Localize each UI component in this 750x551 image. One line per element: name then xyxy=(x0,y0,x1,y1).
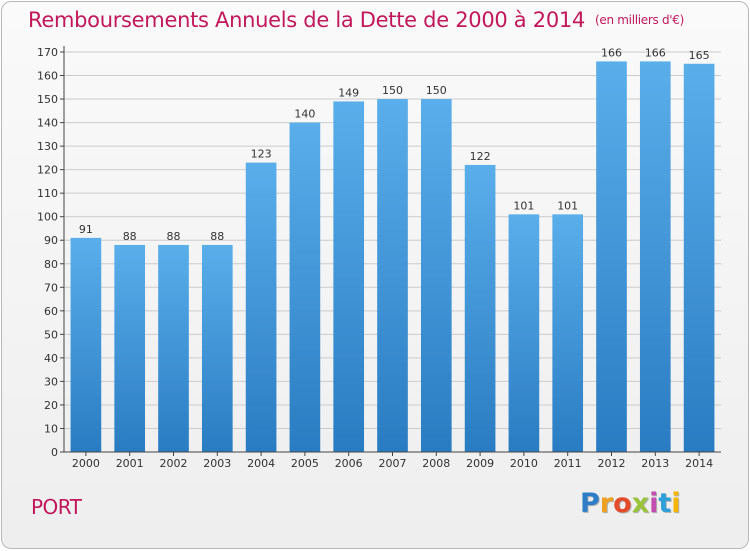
bar-value-label: 122 xyxy=(470,150,491,163)
bar-value-label: 123 xyxy=(251,148,272,161)
bar xyxy=(70,237,102,452)
x-tick-label: 2005 xyxy=(291,457,319,470)
bar xyxy=(639,61,671,452)
y-tick-label: 30 xyxy=(44,375,58,388)
y-tick-label: 150 xyxy=(37,93,58,106)
proxiti-logo: Proxiti xyxy=(580,488,681,519)
x-tick-label: 2012 xyxy=(598,457,626,470)
y-tick-label: 170 xyxy=(37,46,58,59)
bar xyxy=(552,214,584,452)
x-tick-label: 2013 xyxy=(641,457,669,470)
y-tick-label: 120 xyxy=(37,164,58,177)
bar-value-label: 101 xyxy=(513,199,534,212)
x-tick-label: 2000 xyxy=(72,457,100,470)
logo-letter: t xyxy=(658,488,672,519)
y-tick-label: 80 xyxy=(44,258,58,271)
chart-title: Remboursements Annuels de la Dette de 20… xyxy=(28,8,684,32)
logo-letter: i xyxy=(671,488,681,519)
y-tick-label: 50 xyxy=(44,328,58,341)
x-tick-label: 2004 xyxy=(247,457,275,470)
bar-value-label: 166 xyxy=(645,46,666,59)
bar-value-label: 150 xyxy=(382,84,403,97)
y-tick-label: 60 xyxy=(44,305,58,318)
commune-name: PORT xyxy=(31,495,82,519)
x-tick-label: 2003 xyxy=(203,457,231,470)
y-tick-label: 70 xyxy=(44,281,58,294)
y-tick-label: 130 xyxy=(37,140,58,153)
y-tick-label: 90 xyxy=(44,234,58,247)
unit-label: (en milliers d'€) xyxy=(595,13,685,27)
bar-value-label: 88 xyxy=(210,230,224,243)
bar-value-label: 140 xyxy=(294,108,315,121)
x-tick-label: 2001 xyxy=(116,457,144,470)
bar-value-label: 166 xyxy=(601,46,622,59)
bar-value-label: 88 xyxy=(167,230,181,243)
bar-value-label: 88 xyxy=(123,230,137,243)
y-tick-label: 0 xyxy=(51,446,58,459)
logo-letter: x xyxy=(631,488,650,519)
y-tick-label: 110 xyxy=(37,187,58,200)
bar xyxy=(333,101,365,452)
bar xyxy=(596,61,627,452)
y-tick-label: 20 xyxy=(44,399,58,412)
y-tick-label: 40 xyxy=(44,352,58,365)
x-tick-label: 2007 xyxy=(379,457,407,470)
bar xyxy=(377,99,408,452)
bar-value-label: 150 xyxy=(426,84,447,97)
x-tick-label: 2006 xyxy=(335,457,363,470)
x-tick-label: 2014 xyxy=(685,457,713,470)
bar xyxy=(683,63,715,452)
y-tick-label: 10 xyxy=(44,422,58,435)
bar-value-label: 165 xyxy=(689,49,710,62)
bar xyxy=(245,162,277,452)
y-tick-label: 140 xyxy=(37,117,58,130)
x-tick-label: 2008 xyxy=(422,457,450,470)
chart-title-text: Remboursements Annuels de la Dette de 20… xyxy=(28,8,585,32)
x-tick-label: 2011 xyxy=(554,457,582,470)
x-tick-label: 2009 xyxy=(466,457,494,470)
logo-letter: r xyxy=(599,488,614,519)
x-tick-label: 2002 xyxy=(160,457,188,470)
bar xyxy=(201,244,233,452)
bar-value-label: 91 xyxy=(79,223,93,236)
bar xyxy=(114,244,146,452)
bar xyxy=(464,164,496,453)
bar-value-label: 149 xyxy=(338,86,359,99)
bar-value-label: 101 xyxy=(557,199,578,212)
y-tick-label: 160 xyxy=(37,70,58,83)
logo-letter: P xyxy=(580,488,600,519)
bar xyxy=(158,244,189,452)
y-tick-label: 100 xyxy=(37,211,58,224)
logo-letter: o xyxy=(613,488,632,519)
bar xyxy=(289,122,321,453)
x-tick-label: 2010 xyxy=(510,457,538,470)
logo-letter: i xyxy=(649,488,659,519)
bar xyxy=(508,214,540,452)
bar xyxy=(420,99,452,452)
